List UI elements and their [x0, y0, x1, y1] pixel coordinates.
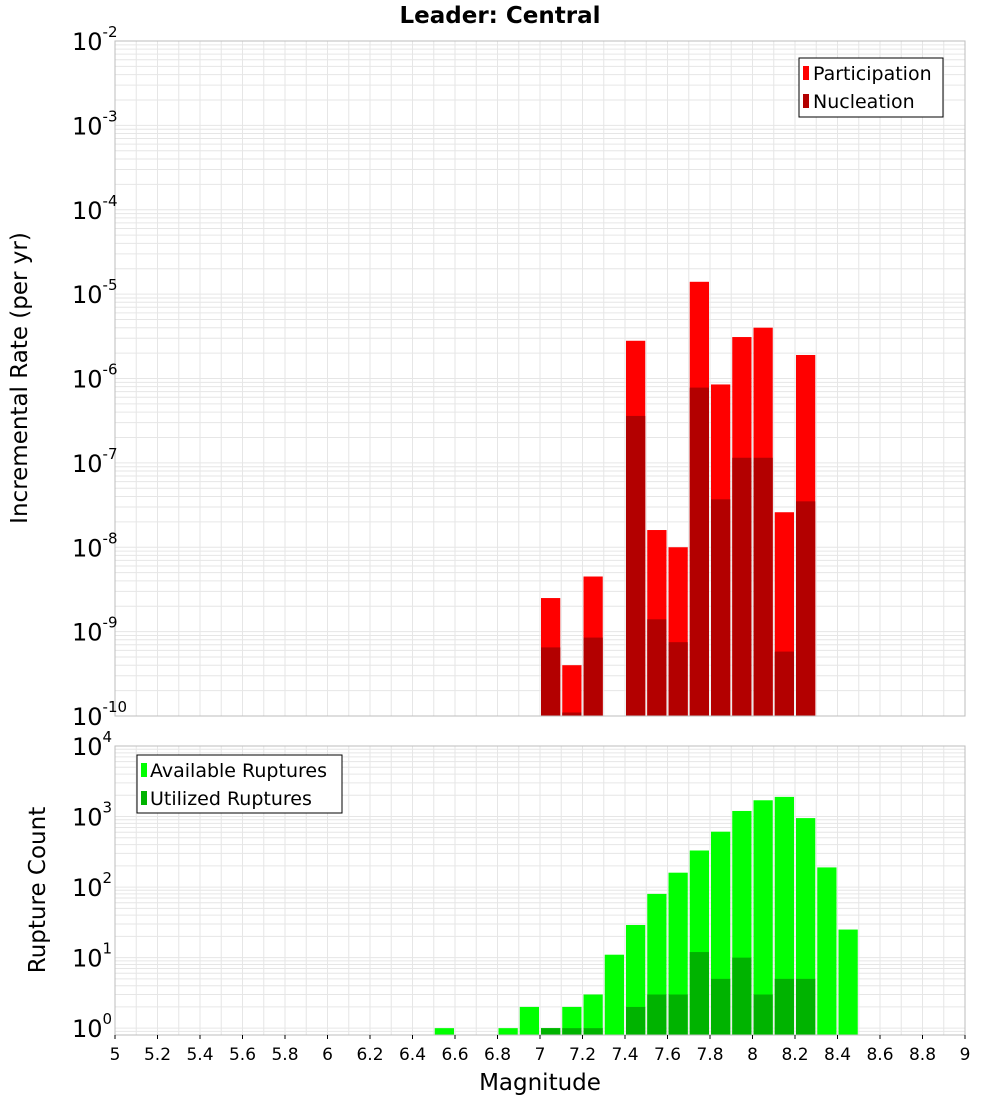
x-tick-label: 7.8 [696, 1045, 723, 1065]
available-bar [753, 800, 773, 1035]
nucleation-bar [689, 387, 709, 716]
x-ticks: 5 5.2 5.4 5.6 5.8 6 6.2 6.4 6.6 6.8 7 7.2 7.4 7.6 7.8 8… [110, 1035, 971, 1065]
legend-swatch-nucleation [803, 94, 809, 108]
y-tick-label: 10-9 [72, 614, 118, 647]
y-tick-label: 100 [72, 1010, 112, 1043]
available-bar [604, 954, 624, 1035]
y-tick-label: 10-5 [72, 276, 118, 309]
x-tick-label: 5 [110, 1045, 121, 1065]
x-tick-label: 9 [960, 1045, 971, 1065]
nucleation-bar [711, 499, 731, 716]
available-bar [498, 1028, 518, 1035]
y-tick-label: 103 [72, 799, 112, 832]
utilized-bar [689, 952, 709, 1035]
count-y-axis-label: Rupture Count [25, 807, 51, 973]
x-tick-label: 8.2 [781, 1045, 808, 1065]
available-bar [434, 1028, 454, 1035]
available-bar [838, 929, 858, 1035]
y-tick-label: 10-10 [72, 698, 127, 731]
x-tick-label: 7.2 [569, 1045, 596, 1065]
utilized-bar [711, 978, 731, 1035]
count-legend: Available Ruptures Utilized Ruptures [136, 754, 343, 814]
x-tick-label: 5.8 [271, 1045, 298, 1065]
rate-plot-frame [114, 40, 966, 717]
x-tick-label: 7.6 [654, 1045, 681, 1065]
nucleation-bar [732, 457, 752, 716]
count-y-ticks: 104 103 102 101 100 [72, 728, 112, 1043]
count-legend-box [136, 754, 343, 814]
y-tick-label: 10-4 [72, 192, 118, 225]
y-tick-label: 10-2 [72, 23, 118, 56]
count-panel: 104 103 102 101 100 5 5.2 5.4 5.6 5.8 6 6.2 6.4 6.6 6… [25, 728, 970, 1096]
x-tick-label: 8.6 [866, 1045, 893, 1065]
legend-label-available: Available Ruptures [150, 760, 327, 782]
rate-y-axis-label: Incremental Rate (per yr) [7, 232, 33, 524]
x-tick-label: 6.8 [484, 1045, 511, 1065]
utilized-bar [647, 994, 667, 1035]
x-tick-label: 7 [535, 1045, 546, 1065]
legend-swatch-participation [803, 66, 809, 80]
available-bar [519, 1006, 539, 1035]
legend-label-participation: Participation [813, 63, 932, 85]
x-tick-label: 6.4 [399, 1045, 426, 1065]
y-tick-label: 102 [72, 869, 112, 902]
y-tick-label: 104 [72, 728, 112, 761]
legend-swatch-utilized [141, 791, 147, 805]
x-tick-label: 6 [322, 1045, 333, 1065]
participation-bar [562, 665, 582, 716]
x-tick-label: 8 [747, 1045, 758, 1065]
x-tick-label: 5.2 [144, 1045, 171, 1065]
x-tick-label: 8.4 [824, 1045, 851, 1065]
rate-legend-box [798, 57, 944, 118]
utilized-bar [541, 1028, 561, 1035]
y-tick-label: 101 [72, 940, 112, 973]
x-tick-label: 5.6 [229, 1045, 256, 1065]
nucleation-bar [583, 637, 603, 716]
legend-swatch-available [141, 763, 147, 777]
utilized-bar [774, 978, 794, 1035]
x-tick-label: 5.4 [186, 1045, 213, 1065]
utilized-bar [562, 1028, 582, 1035]
utilized-bar [753, 994, 773, 1035]
utilized-bar [668, 994, 688, 1035]
rate-y-ticks: 10-2 10-3 10-4 10-5 10-6 10-7 10-8 10-9 10-10 [72, 23, 127, 731]
rate-grid [114, 40, 966, 717]
available-bar [817, 867, 837, 1035]
rate-panel: 10-2 10-3 10-4 10-5 10-6 10-7 10-8 10-9 10-10 Le… [7, 3, 966, 731]
utilized-bars [541, 952, 816, 1035]
x-axis-label: Magnitude [479, 1070, 601, 1096]
y-tick-label: 10-3 [72, 107, 118, 140]
nucleation-bar [626, 415, 646, 716]
x-tick-label: 6.6 [441, 1045, 468, 1065]
chart-title: Leader: Central [400, 3, 601, 29]
x-tick-label: 6.2 [356, 1045, 383, 1065]
nucleation-bar [668, 642, 688, 716]
nucleation-bar [562, 712, 582, 716]
y-tick-label: 10-6 [72, 361, 118, 394]
nucleation-bar [796, 501, 816, 716]
nucleation-bar [774, 651, 794, 716]
available-bar [774, 796, 794, 1035]
nucleation-bar [541, 647, 561, 716]
legend-label-nucleation: Nucleation [813, 91, 915, 113]
available-bar [562, 1006, 582, 1035]
y-tick-label: 10-8 [72, 529, 118, 562]
y-tick-label: 10-7 [72, 445, 118, 478]
available-bar [583, 994, 603, 1035]
legend-label-utilized: Utilized Ruptures [150, 788, 312, 810]
utilized-bar [626, 1006, 646, 1035]
available-bar [668, 872, 688, 1035]
x-tick-label: 7.4 [611, 1045, 638, 1065]
utilized-bar [732, 957, 752, 1035]
nucleation-bar [753, 457, 773, 716]
utilized-bar [583, 1028, 603, 1035]
nucleation-bars [541, 387, 816, 716]
utilized-bar [796, 978, 816, 1035]
rate-legend: Participation Nucleation [798, 57, 944, 118]
x-tick-label: 8.8 [909, 1045, 936, 1065]
nucleation-bar [647, 619, 667, 716]
